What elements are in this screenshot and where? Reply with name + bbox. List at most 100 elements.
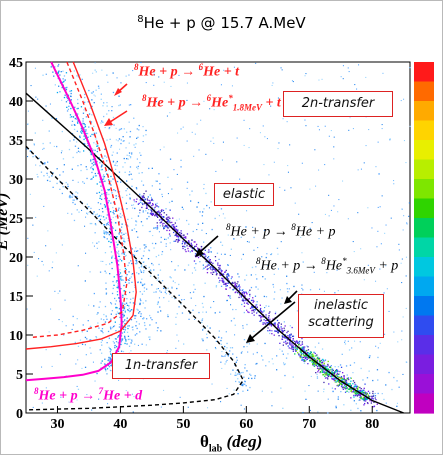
scatter-point bbox=[141, 284, 144, 287]
scatter-point bbox=[117, 350, 120, 352]
scatter-point bbox=[218, 215, 220, 217]
scatter-point bbox=[73, 139, 75, 141]
scatter-point bbox=[344, 388, 346, 390]
scatter-point bbox=[142, 203, 144, 205]
scatter-point bbox=[133, 204, 135, 206]
scatter-point bbox=[76, 75, 78, 77]
scatter-point bbox=[331, 387, 334, 389]
scatter-point bbox=[253, 236, 255, 239]
scatter-point bbox=[80, 169, 82, 172]
scatter-point bbox=[149, 201, 151, 203]
scatter-point bbox=[77, 122, 79, 124]
scatter-point bbox=[104, 270, 106, 272]
scatter-point bbox=[333, 373, 335, 375]
scatter-point bbox=[136, 158, 138, 160]
scatter-point bbox=[120, 181, 122, 183]
scatter-point bbox=[304, 390, 306, 392]
scatter-point bbox=[83, 123, 85, 125]
scatter-point bbox=[118, 233, 120, 235]
scatter-point bbox=[188, 240, 190, 242]
scatter-point bbox=[201, 215, 203, 217]
y-tick-label: 20 bbox=[9, 251, 23, 266]
scatter-point bbox=[252, 353, 254, 355]
scatter-point bbox=[337, 384, 339, 386]
scatter-point bbox=[332, 378, 334, 380]
scatter-point bbox=[91, 222, 93, 225]
scatter-point bbox=[222, 280, 224, 282]
scatter-point bbox=[77, 120, 79, 122]
scatter-point bbox=[372, 406, 374, 408]
scatter-point bbox=[220, 361, 222, 363]
scatter-point bbox=[44, 162, 46, 164]
scatter-point bbox=[124, 342, 126, 345]
scatter-point bbox=[119, 276, 121, 278]
scatter-point bbox=[308, 352, 310, 355]
scatter-point bbox=[146, 204, 148, 206]
scatter-point bbox=[169, 242, 171, 244]
scatter-point bbox=[220, 241, 222, 243]
scatter-point bbox=[77, 102, 79, 105]
scatter-point bbox=[234, 285, 236, 287]
scatter-point bbox=[218, 265, 220, 267]
scatter-point bbox=[286, 275, 288, 277]
scatter-point bbox=[357, 212, 359, 214]
scatter-point bbox=[193, 284, 195, 286]
scatter-point bbox=[106, 113, 108, 115]
scatter-point bbox=[338, 199, 340, 201]
scatter-point bbox=[316, 377, 319, 379]
scatter-point bbox=[335, 378, 337, 380]
scatter-point bbox=[118, 215, 121, 217]
scatter-point bbox=[32, 224, 34, 226]
scatter-point bbox=[369, 392, 371, 394]
scatter-point bbox=[124, 303, 126, 305]
scatter-point bbox=[90, 153, 92, 156]
reaction-6he-star-t: 8He + p → 6He*1.8MeV + t bbox=[142, 93, 281, 113]
scatter-point bbox=[119, 269, 121, 271]
scatter-point bbox=[141, 257, 143, 260]
scatter-point bbox=[48, 130, 50, 132]
scatter-point bbox=[108, 127, 110, 130]
scatter-point bbox=[227, 234, 229, 236]
scatter-point bbox=[65, 72, 68, 74]
scatter-point bbox=[344, 341, 346, 343]
scatter-point bbox=[110, 318, 112, 320]
scatter-point bbox=[143, 287, 146, 289]
scatter-point bbox=[75, 191, 77, 193]
scatter-point bbox=[255, 274, 257, 276]
scatter-point bbox=[256, 362, 258, 365]
curve-2 bbox=[25, 61, 123, 382]
scatter-point bbox=[131, 393, 133, 395]
scatter-point bbox=[103, 236, 105, 238]
scatter-point bbox=[313, 357, 315, 360]
scatter-point bbox=[130, 276, 132, 278]
scatter-point bbox=[352, 372, 354, 374]
scatter-point bbox=[120, 341, 123, 343]
scatter-point bbox=[96, 247, 98, 249]
scatter-point bbox=[105, 272, 107, 274]
scatter-point bbox=[142, 318, 144, 320]
scatter-point bbox=[163, 81, 165, 83]
scatter-point bbox=[372, 379, 374, 382]
scatter-point bbox=[236, 359, 238, 361]
scatter-point bbox=[99, 218, 102, 221]
scatter-point bbox=[317, 371, 319, 373]
scatter-point bbox=[99, 349, 101, 351]
scatter-point bbox=[166, 229, 168, 232]
scatter-point bbox=[345, 381, 347, 384]
scatter-point bbox=[64, 299, 66, 301]
scatter-point bbox=[37, 176, 39, 178]
scatter-point bbox=[80, 131, 82, 133]
scatter-point bbox=[96, 372, 98, 375]
scatter-point bbox=[318, 342, 320, 344]
scatter-point bbox=[131, 248, 133, 250]
scatter-point bbox=[228, 353, 230, 355]
scatter-point bbox=[262, 359, 264, 361]
scatter-point bbox=[321, 371, 323, 373]
scatter-point bbox=[95, 132, 97, 134]
scatter-point bbox=[209, 259, 211, 261]
scatter-point bbox=[247, 389, 249, 391]
scatter-point bbox=[302, 360, 304, 362]
scatter-point bbox=[256, 261, 258, 263]
scatter-point bbox=[41, 402, 43, 404]
scatter-point bbox=[184, 238, 186, 240]
